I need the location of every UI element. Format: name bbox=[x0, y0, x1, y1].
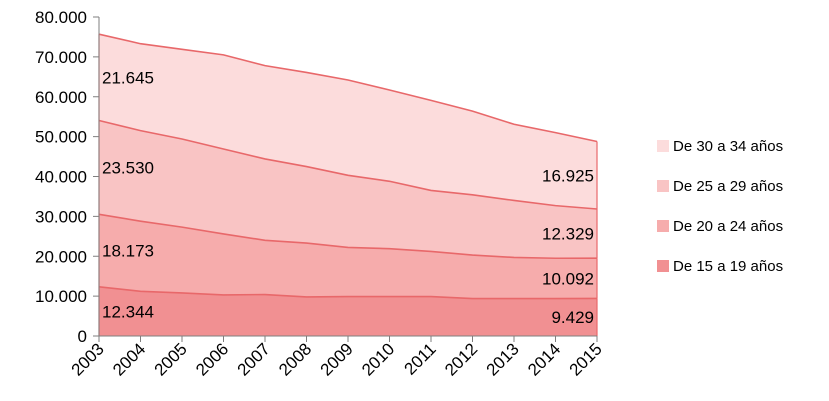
x-tick-label: 2014 bbox=[524, 339, 564, 379]
area-series-3-edge bbox=[98, 119, 598, 210]
y-tick-label: 50.000 bbox=[35, 128, 87, 147]
data-label-first: 18.173 bbox=[102, 242, 154, 261]
x-tick-label: 2007 bbox=[234, 339, 274, 379]
y-tick-label: 60.000 bbox=[35, 88, 87, 107]
y-tick-label: 80.000 bbox=[35, 8, 87, 27]
legend-label: De 20 a 24 años bbox=[673, 218, 783, 235]
legend-swatch bbox=[657, 220, 669, 232]
legend-label: De 15 a 19 años bbox=[673, 258, 783, 275]
y-tick-label: 70.000 bbox=[35, 48, 87, 67]
x-tick-label: 2003 bbox=[68, 339, 108, 379]
x-tick-label: 2004 bbox=[109, 339, 149, 379]
y-tick-label: 20.000 bbox=[35, 247, 87, 266]
area-series-group bbox=[98, 33, 598, 336]
y-tick-label: 0 bbox=[78, 327, 87, 346]
data-label-last: 16.925 bbox=[542, 166, 594, 185]
data-label-last: 10.092 bbox=[542, 269, 594, 288]
axes-group: 0 10.000 20.000 30.000 40.000 50.000 60.000 70.… bbox=[35, 8, 606, 380]
area-series-2-edge bbox=[98, 213, 598, 260]
data-label-first: 12.344 bbox=[102, 302, 154, 321]
x-tick-label: 2011 bbox=[401, 339, 440, 378]
data-label-first: 23.530 bbox=[102, 158, 154, 177]
area-series-4-edge bbox=[98, 33, 598, 143]
area-series-3 bbox=[99, 120, 597, 259]
x-tick-label: 2009 bbox=[317, 339, 357, 379]
data-label-last: 12.329 bbox=[542, 225, 594, 244]
x-tick-label: 2012 bbox=[441, 339, 481, 379]
legend-label: De 30 a 34 años bbox=[673, 138, 783, 155]
data-label-last: 9.429 bbox=[551, 308, 594, 327]
data-labels-group: 12.344 9.429 18.173 10.092 23.530 12.329 21.64… bbox=[102, 68, 594, 327]
x-tick-label: 2015 bbox=[566, 339, 606, 379]
area-series-4 bbox=[99, 34, 597, 210]
legend-swatch bbox=[657, 180, 669, 192]
y-tick-label: 30.000 bbox=[35, 207, 87, 226]
y-tick-label: 40.000 bbox=[35, 168, 87, 187]
legend-swatch bbox=[657, 260, 669, 272]
area-series-1-edge bbox=[98, 285, 598, 300]
x-tick-label: 2005 bbox=[151, 339, 191, 379]
area-series-2 bbox=[99, 214, 597, 299]
y-tick-label: 10.000 bbox=[35, 287, 87, 306]
data-label-first: 21.645 bbox=[102, 68, 154, 87]
legend: De 30 a 34 años De 25 a 29 años De 20 a 24… bbox=[657, 138, 783, 275]
x-tick-label: 2008 bbox=[275, 339, 315, 379]
legend-swatch bbox=[657, 140, 669, 152]
x-tick-label: 2010 bbox=[358, 339, 398, 379]
x-tick-label: 2006 bbox=[192, 339, 232, 379]
legend-label: De 25 a 29 años bbox=[673, 178, 783, 195]
x-tick-label: 2013 bbox=[483, 339, 523, 379]
